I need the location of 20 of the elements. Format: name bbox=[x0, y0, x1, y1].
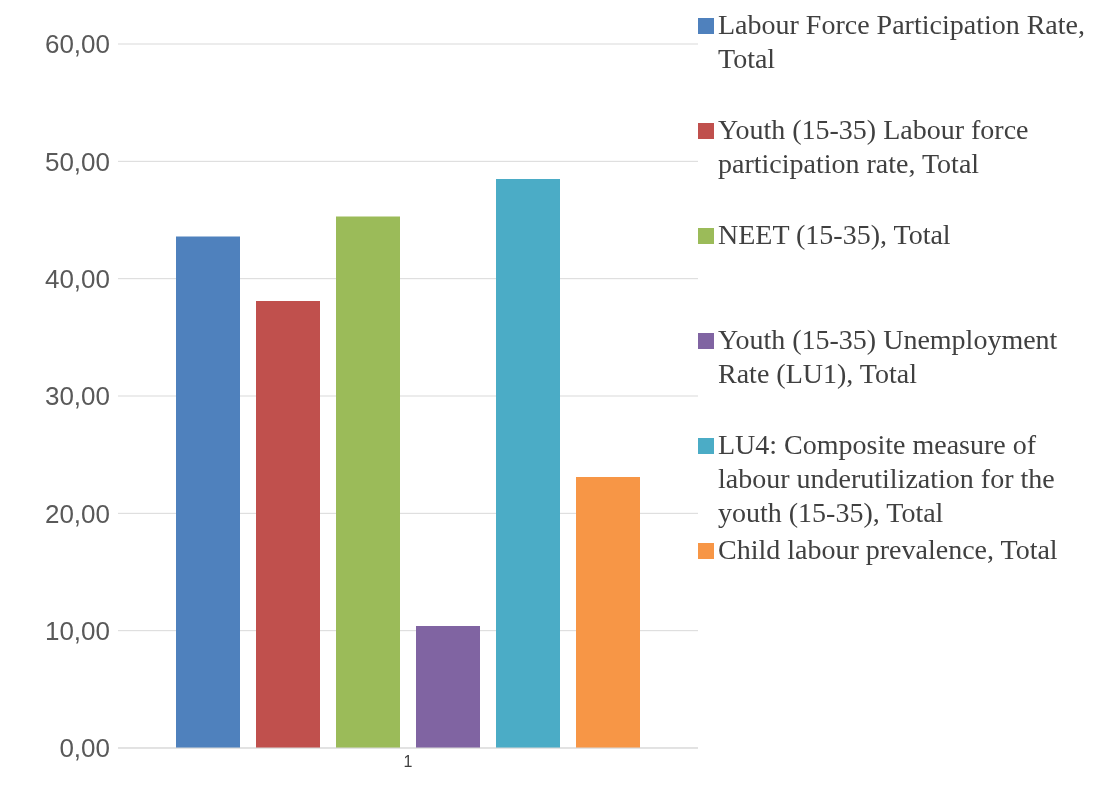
legend-label: Youth (15-35) Unemployment Rate (LU1), Total bbox=[718, 323, 1059, 391]
legend-label: LU4: Composite measure of labour underutilization for the youth (15-35), Total bbox=[718, 428, 1056, 530]
y-tick-label: 0,00 bbox=[59, 733, 110, 764]
legend-label: Child labour prevalence, Total bbox=[718, 533, 1058, 567]
y-tick-label: 20,00 bbox=[44, 498, 110, 529]
y-tick-label: 10,00 bbox=[44, 615, 110, 646]
legend-label: NEET (15-35), Total bbox=[718, 218, 951, 252]
y-tick-label: 50,00 bbox=[44, 146, 110, 177]
x-tick-label: 1 bbox=[403, 753, 413, 771]
bar bbox=[496, 178, 560, 748]
bar bbox=[256, 300, 320, 748]
bar bbox=[576, 476, 640, 748]
bar bbox=[416, 625, 480, 748]
bar bbox=[176, 236, 240, 748]
legend-label: Labour Force Participation Rate, Total bbox=[718, 8, 1086, 76]
y-tick-label: 40,00 bbox=[44, 263, 110, 294]
y-tick-label: 30,00 bbox=[44, 381, 110, 412]
bar bbox=[336, 216, 400, 748]
legend-label: Youth (15-35) Labour force participation rate, Total bbox=[718, 113, 1030, 181]
y-tick-label: 60,00 bbox=[44, 29, 110, 60]
